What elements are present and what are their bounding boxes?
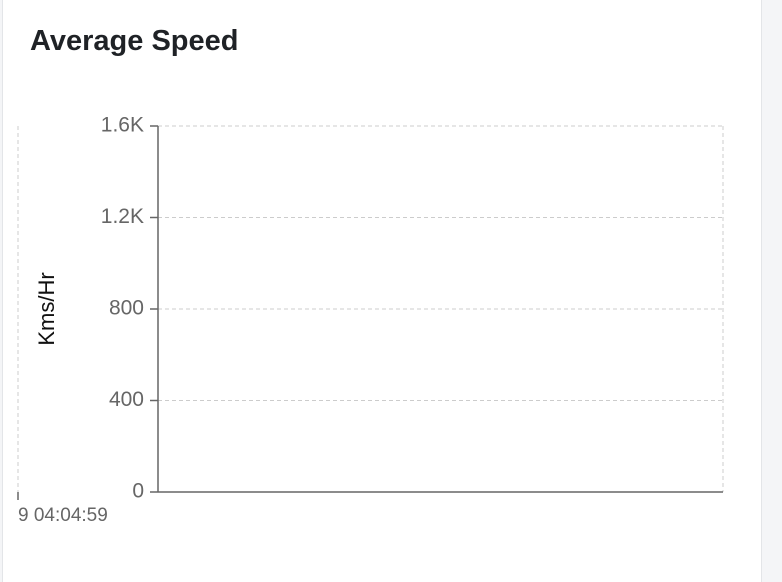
x-tick-label: 9 04:04:59 bbox=[18, 505, 108, 526]
y-tick-label: 1.6K bbox=[101, 114, 144, 137]
card: Average Speed bbox=[2, 0, 762, 582]
y-tick-label: 1.2K bbox=[101, 205, 144, 228]
chart-title: Average Speed bbox=[30, 25, 239, 57]
y-tick-label: 400 bbox=[109, 388, 144, 411]
y-axis-label: Kms/Hr bbox=[34, 272, 59, 345]
y-tick-label: 0 bbox=[132, 480, 144, 503]
y-tick-label: 800 bbox=[109, 297, 144, 320]
